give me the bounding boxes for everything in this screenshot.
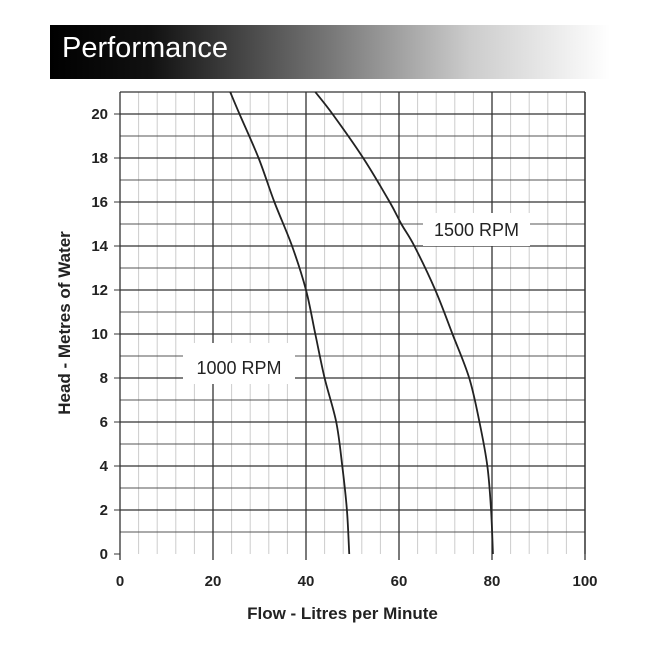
series-label-bg (423, 213, 530, 246)
series-label: 1500 RPM (434, 220, 519, 240)
x-tick-label: 20 (205, 573, 222, 590)
header-bar: Performance (50, 25, 610, 79)
y-tick-label: 8 (100, 370, 108, 387)
y-tick-label: 14 (91, 238, 108, 255)
y-tick-label: 2 (100, 502, 108, 519)
y-tick-label: 6 (100, 414, 108, 431)
x-tick-label: 100 (572, 573, 597, 590)
x-axis-label: Flow - Litres per Minute (247, 604, 438, 623)
y-tick-label: 18 (91, 150, 108, 167)
y-tick-label: 20 (91, 106, 108, 123)
y-tick-label: 12 (91, 282, 108, 299)
x-tick-label: 0 (116, 573, 124, 590)
y-tick-label: 4 (100, 458, 109, 475)
x-tick-label: 80 (484, 573, 501, 590)
y-axis-label: Head - Metres of Water (55, 231, 74, 415)
series-line-1500-rpm (314, 91, 494, 555)
x-tick-label: 60 (391, 573, 408, 590)
header-title: Performance (62, 32, 229, 64)
series-line-1000-rpm (229, 91, 351, 555)
y-tick-label: 16 (91, 194, 108, 211)
series-label: 1000 RPM (196, 358, 281, 378)
y-tick-label: 10 (91, 326, 108, 343)
series-label-bg (183, 343, 295, 384)
y-tick-label: 0 (100, 546, 108, 563)
x-tick-label: 40 (298, 573, 315, 590)
